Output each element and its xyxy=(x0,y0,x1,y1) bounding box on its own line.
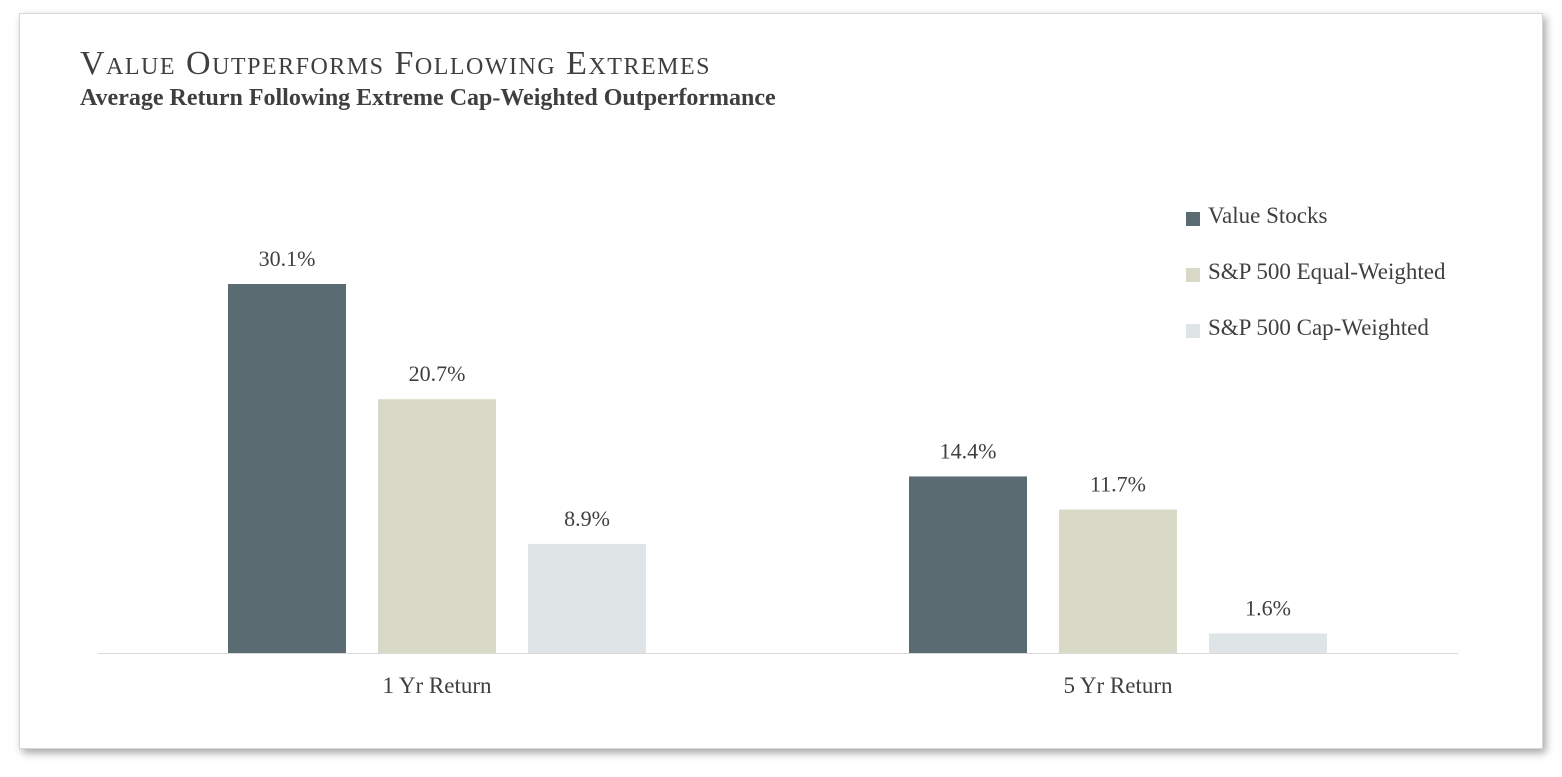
bar-sandp-500-cap-weighted-1-yr-return xyxy=(528,543,646,653)
category-label-1-yr-return: 1 Yr Return xyxy=(382,673,492,698)
chart-card: Value Outperforms Following Extremes Ave… xyxy=(19,13,1543,749)
data-label-sandp-500-cap-weighted-1-yr-return: 8.9% xyxy=(564,506,610,531)
category-label-5-yr-return: 5 Yr Return xyxy=(1063,673,1173,698)
data-label-sandp-500-equal-weighted-5-yr-return: 11.7% xyxy=(1090,472,1146,497)
legend-swatch-equal-weighted xyxy=(1186,268,1200,282)
data-label-sandp-500-equal-weighted-1-yr-return: 20.7% xyxy=(409,361,466,386)
legend-label-equal-weighted: S&P 500 Equal-Weighted xyxy=(1208,259,1446,284)
data-label-value-stocks-1-yr-return: 30.1% xyxy=(259,246,316,271)
bar-sandp-500-equal-weighted-5-yr-return xyxy=(1059,509,1177,653)
bar-value-stocks-1-yr-return xyxy=(228,284,346,653)
bar-sandp-500-equal-weighted-1-yr-return xyxy=(378,399,496,653)
bar-value-stocks-5-yr-return xyxy=(909,476,1027,653)
legend-label-cap-weighted: S&P 500 Cap-Weighted xyxy=(1208,315,1429,340)
chart-subtitle: Average Return Following Extreme Cap-Wei… xyxy=(80,85,776,111)
chart-title: Value Outperforms Following Extremes xyxy=(80,45,711,82)
legend-swatch-value-stocks xyxy=(1186,212,1200,226)
bar-chart: 30.1% 20.7% 8.9% 1 Yr Return 14.4% 11.7% 1.6% 5… xyxy=(98,246,1458,698)
data-label-value-stocks-5-yr-return: 14.4% xyxy=(940,438,997,463)
legend-swatch-cap-weighted xyxy=(1186,324,1200,338)
bar-sandp-500-cap-weighted-5-yr-return xyxy=(1209,633,1327,653)
legend-label-value-stocks: Value Stocks xyxy=(1208,203,1328,228)
data-label-sandp-500-cap-weighted-5-yr-return: 1.6% xyxy=(1245,595,1291,620)
